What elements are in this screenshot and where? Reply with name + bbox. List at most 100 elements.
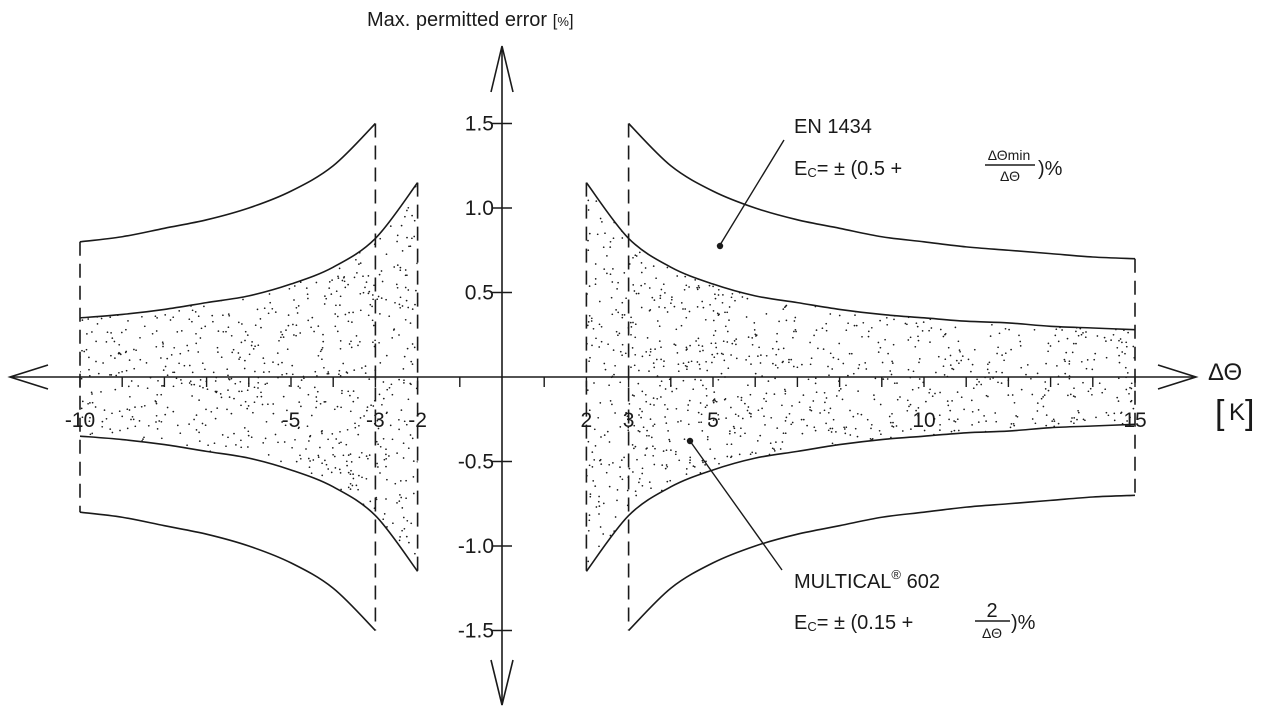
- stipple-dot: [156, 428, 159, 430]
- stipple-dot: [105, 530, 107, 533]
- stipple-dot: [180, 382, 183, 385]
- stipple-dot: [268, 293, 271, 295]
- stipple-dot: [894, 548, 897, 551]
- stipple-dot: [260, 515, 263, 518]
- multical-reg-mark: ®: [891, 567, 901, 582]
- stipple-dot: [739, 472, 742, 475]
- stipple-dot: [657, 579, 659, 581]
- stipple-dot: [922, 321, 925, 323]
- stipple-dot: [191, 320, 193, 323]
- stipple-dot: [753, 322, 756, 324]
- stipple-dot: [119, 537, 122, 540]
- stipple-dot: [911, 388, 914, 391]
- stipple-dot: [252, 253, 255, 256]
- stipple-dot: [886, 537, 889, 539]
- stipple-dot: [182, 541, 184, 544]
- stipple-dot: [218, 201, 221, 204]
- stipple-dot: [906, 198, 909, 201]
- stipple-dot: [105, 529, 108, 532]
- stipple-dot: [307, 393, 310, 396]
- stipple-dot: [734, 431, 736, 434]
- stipple-dot: [977, 200, 980, 202]
- stipple-dot: [751, 343, 754, 346]
- stipple-dot: [298, 401, 301, 403]
- stipple-dot: [692, 388, 695, 391]
- stipple-dot: [244, 232, 247, 234]
- stipple-dot: [299, 387, 301, 389]
- stipple-dot: [632, 284, 635, 286]
- stipple-dot: [885, 551, 888, 553]
- stipple-dot: [161, 240, 163, 243]
- stipple-dot: [168, 196, 171, 199]
- multical-leader-line: [689, 440, 783, 571]
- stipple-dot: [143, 325, 146, 328]
- stipple-dot: [1062, 273, 1065, 275]
- stipple-dot: [403, 379, 405, 382]
- stipple-dot: [172, 316, 175, 319]
- stipple-dot: [388, 386, 391, 389]
- stipple-dot: [827, 429, 830, 432]
- stipple-dot: [982, 488, 984, 491]
- stipple-dot: [198, 440, 201, 442]
- stipple-dot: [1117, 505, 1120, 507]
- stipple-dot: [717, 288, 720, 291]
- stipple-dot: [886, 378, 889, 380]
- stipple-dot: [207, 210, 210, 212]
- stipple-dot: [382, 518, 385, 521]
- stipple-dot: [118, 371, 120, 374]
- stipple-dot: [1015, 304, 1018, 307]
- stipple-dot: [91, 331, 93, 333]
- stipple-dot: [91, 393, 93, 395]
- stipple-dot: [1115, 502, 1117, 505]
- stipple-dot: [939, 423, 941, 426]
- stipple-dot: [955, 273, 958, 275]
- stipple-dot: [687, 423, 690, 426]
- stipple-dot: [264, 209, 266, 212]
- stipple-dot: [121, 544, 124, 547]
- stipple-dot: [144, 490, 147, 493]
- stipple-dot: [366, 185, 369, 187]
- stipple-dot: [163, 233, 166, 236]
- stipple-dot: [737, 395, 739, 398]
- stipple-dot: [392, 522, 394, 525]
- stipple-dot: [184, 234, 186, 237]
- stipple-dot: [158, 420, 161, 422]
- stipple-dot: [200, 561, 203, 564]
- stipple-dot: [95, 340, 97, 343]
- stipple-dot: [834, 465, 837, 468]
- stipple-dot: [1116, 453, 1119, 456]
- stipple-dot: [921, 455, 923, 457]
- stipple-dot: [286, 224, 289, 226]
- stipple-dot: [938, 220, 941, 223]
- stipple-dot: [257, 381, 260, 384]
- stipple-dot: [208, 553, 211, 556]
- stipple-dot: [365, 455, 368, 457]
- stipple-dot: [824, 401, 826, 404]
- stipple-dot: [827, 411, 830, 414]
- stipple-dot: [367, 275, 370, 277]
- stipple-dot: [926, 528, 929, 531]
- stipple-dot: [611, 403, 613, 406]
- stipple-dot: [822, 348, 825, 350]
- stipple-dot: [962, 280, 965, 282]
- stipple-dot: [914, 345, 917, 348]
- stipple-dot: [676, 509, 678, 512]
- stipple-dot: [180, 205, 183, 208]
- stipple-dot: [1015, 320, 1017, 323]
- stipple-dot: [197, 181, 199, 183]
- stipple-dot: [1014, 309, 1016, 312]
- stipple-dot: [287, 272, 290, 274]
- stipple-dot: [664, 510, 667, 513]
- stipple-dot: [586, 324, 589, 327]
- stipple-dot: [682, 362, 685, 365]
- stipple-dot: [755, 219, 758, 222]
- stipple-dot: [124, 351, 127, 354]
- stipple-dot: [294, 537, 297, 540]
- stipple-dot: [82, 230, 85, 232]
- stipple-dot: [767, 380, 770, 382]
- stipple-dot: [918, 378, 921, 380]
- stipple-dot: [675, 387, 678, 390]
- stipple-dot: [602, 182, 604, 185]
- stipple-dot: [1017, 277, 1020, 280]
- stipple-dot: [902, 248, 904, 251]
